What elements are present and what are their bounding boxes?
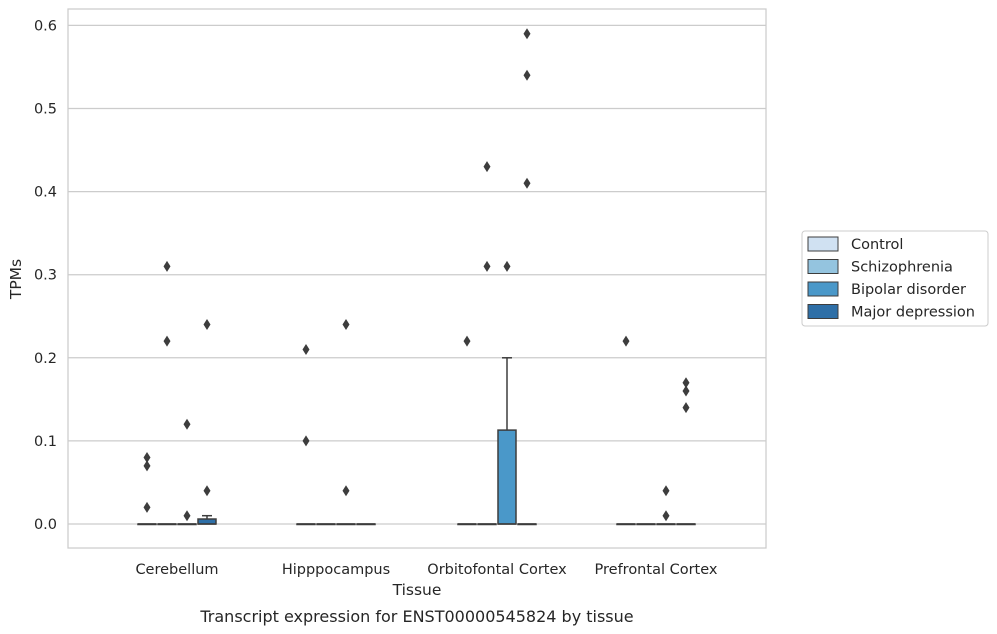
box-bipolar-disorder: [177, 418, 197, 526]
outlier-point: [682, 402, 690, 414]
box-major-depression: [197, 319, 217, 525]
y-tick-label: 0.5: [34, 102, 57, 118]
gridlines: [68, 24, 766, 525]
x-axis-label: Tissue: [392, 581, 442, 599]
plot-marks: [137, 28, 696, 526]
outlier-point: [203, 485, 211, 497]
outlier-point: [183, 418, 191, 430]
box-control: [296, 343, 316, 526]
outlier-point: [622, 335, 630, 347]
outlier-point: [342, 319, 350, 331]
box-schizophrenia: [316, 523, 336, 526]
outlier-point: [523, 69, 531, 81]
outlier-point: [163, 260, 171, 272]
x-tick-label: Hipppocampus: [282, 562, 390, 578]
y-tick-label: 0.3: [34, 268, 57, 284]
box-major-depression: [676, 377, 696, 526]
plot-area-frame: [67, 8, 767, 549]
legend: Control Schizophrenia Bipolar disorder Majo…: [801, 230, 989, 327]
outlier-point: [203, 319, 211, 331]
outlier-point: [523, 28, 531, 40]
y-tick-labels: 0.0 0.1 0.2 0.3 0.4 0.5 0.6: [34, 18, 57, 533]
outlier-point: [682, 385, 690, 397]
box-schizophrenia: [636, 523, 656, 526]
box-major-depression: [356, 523, 376, 526]
outlier-point: [682, 377, 690, 389]
box-control: [616, 335, 636, 526]
y-tick-label: 0.2: [34, 351, 57, 367]
outlier-point: [483, 161, 491, 173]
outlier-point: [463, 335, 471, 347]
legend-label: Control: [851, 237, 903, 253]
outlier-point: [143, 460, 151, 472]
outlier-point: [183, 510, 191, 522]
outlier-point: [662, 485, 670, 497]
legend-swatch: [807, 236, 839, 252]
outlier-point: [523, 177, 531, 189]
chart-caption: Transcript expression for ENST0000054582…: [199, 607, 633, 626]
legend-label: Major depression: [851, 305, 975, 321]
y-axis-label: TPMs: [7, 259, 25, 300]
box-major-depression: [517, 28, 537, 526]
outlier-point: [503, 260, 511, 272]
box-control: [457, 335, 477, 526]
box-control: [137, 452, 157, 526]
box-bipolar-disorder: [336, 319, 356, 526]
outlier-point: [483, 260, 491, 272]
box-body: [497, 429, 517, 525]
legend-frame: [801, 230, 989, 327]
legend-label: Bipolar disorder: [851, 282, 966, 298]
outlier-point: [302, 343, 310, 355]
y-tick-label: 0.0: [34, 517, 57, 533]
legend-swatch: [807, 304, 839, 319]
y-tick-label: 0.6: [34, 18, 57, 34]
x-tick-label: Cerebellum: [135, 562, 218, 578]
box-bipolar-disorder: [656, 485, 676, 526]
y-tick-label: 0.1: [34, 434, 57, 450]
outlier-point: [143, 501, 151, 513]
box-schizophrenia: [477, 161, 497, 526]
legend-label: Schizophrenia: [851, 260, 953, 276]
y-tick-label: 0.4: [34, 185, 57, 201]
outlier-point: [662, 510, 670, 522]
legend-swatch: [807, 281, 839, 297]
outlier-point: [143, 452, 151, 464]
box-bipolar-disorder: [497, 260, 517, 525]
legend-swatch: [807, 259, 839, 274]
outlier-point: [163, 335, 171, 347]
x-tick-label: Prefrontal Cortex: [595, 562, 718, 578]
x-tick-labels: Cerebellum Hipppocampus Orbitofontal Corte…: [135, 562, 717, 578]
outlier-point: [302, 435, 310, 447]
outlier-point: [342, 485, 350, 497]
x-tick-label: Orbitofontal Cortex: [427, 562, 567, 578]
box-schizophrenia: [157, 260, 177, 526]
